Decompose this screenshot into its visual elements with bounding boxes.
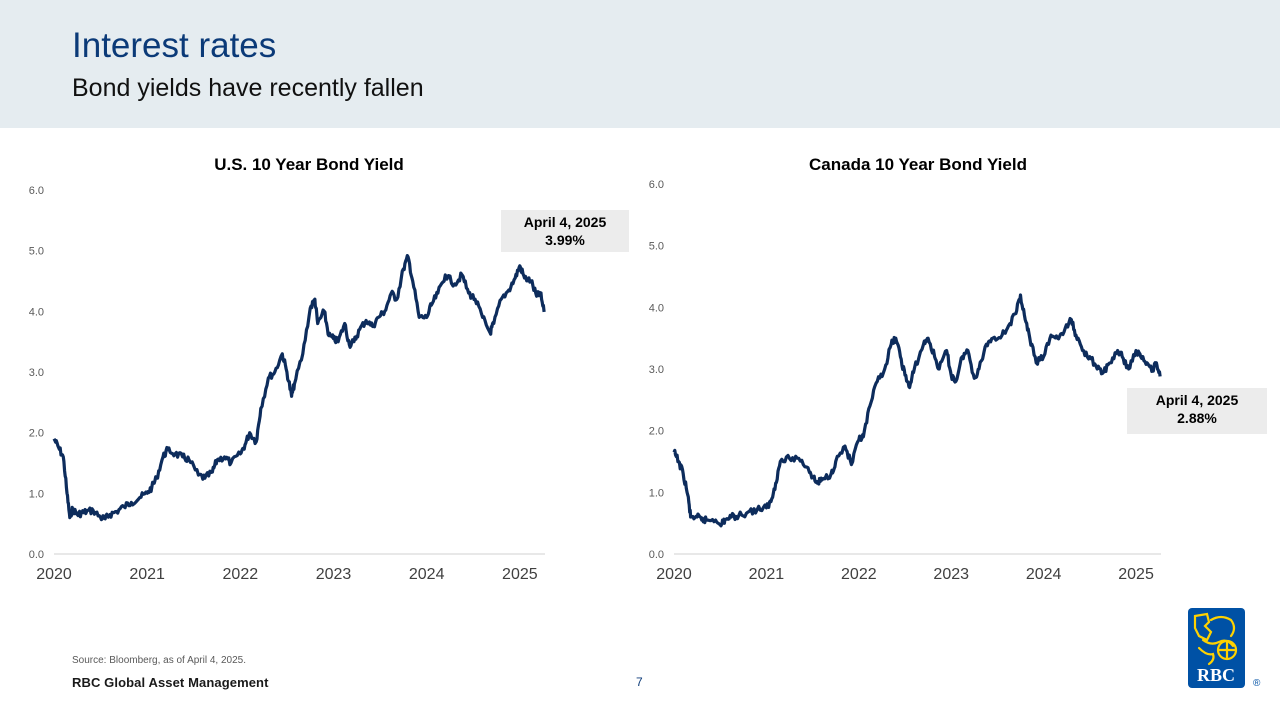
lion-icon <box>1193 612 1238 666</box>
series-line <box>52 254 546 522</box>
us-bond-yield-chart: U.S. 10 Year Bond Yield 0.0 1.0 2.0 3.0 4.0 5.… <box>0 150 640 595</box>
chart-title: Canada 10 Year Bond Yield <box>809 155 1027 174</box>
header-band: Interest rates Bond yields have recently… <box>0 0 1280 128</box>
callout-box: April 4, 2025 2.88% <box>1127 388 1267 434</box>
callout-date: April 4, 2025 <box>524 214 607 230</box>
page-number: 7 <box>636 675 643 689</box>
chart-title: U.S. 10 Year Bond Yield <box>214 155 404 174</box>
logo-registered-mark: ® <box>1253 678 1261 689</box>
x-tick-label: 2022 <box>223 566 259 583</box>
x-tick-label: 2025 <box>502 566 538 583</box>
y-tick-label: 3.0 <box>649 364 664 376</box>
x-tick-label: 2025 <box>1118 566 1154 583</box>
callout-date: April 4, 2025 <box>1156 392 1239 408</box>
series-line <box>672 293 1162 528</box>
x-tick-label: 2021 <box>749 566 785 583</box>
logo-shield <box>1188 608 1245 688</box>
y-tick-label: 6.0 <box>29 185 44 197</box>
y-tick-label: 5.0 <box>649 241 664 253</box>
rbc-logo: RBC ® <box>1185 606 1265 695</box>
brand-wordmark: RBC Global Asset Management <box>72 675 269 690</box>
x-tick-label: 2023 <box>316 566 352 583</box>
y-tick-label: 4.0 <box>29 306 44 318</box>
y-tick-label: 5.0 <box>29 246 44 258</box>
x-tick-label: 2024 <box>1026 566 1062 583</box>
y-tick-label: 4.0 <box>649 302 664 314</box>
y-tick-label: 0.0 <box>649 549 664 561</box>
y-tick-label: 0.0 <box>29 549 44 561</box>
x-tick-label: 2023 <box>933 566 969 583</box>
callout-value: 3.99% <box>545 232 585 248</box>
callout-background <box>501 210 629 252</box>
x-tick-label: 2022 <box>841 566 877 583</box>
logo-text: RBC <box>1197 665 1235 685</box>
y-tick-label: 3.0 <box>29 367 44 379</box>
callout-background <box>1127 388 1267 434</box>
x-tick-label: 2021 <box>129 566 165 583</box>
callout-box: April 4, 2025 3.99% <box>501 210 629 252</box>
callout-value: 2.88% <box>1177 410 1217 426</box>
x-tick-label: 2024 <box>409 566 445 583</box>
y-tick-label: 2.0 <box>29 428 44 440</box>
y-tick-label: 1.0 <box>649 487 664 499</box>
y-tick-label: 6.0 <box>649 179 664 191</box>
x-tick-label: 2020 <box>656 566 692 583</box>
chart-svg: Canada 10 Year Bond Yield 0.0 1.0 2.0 3.0 4.0… <box>649 155 1267 583</box>
page-title: Interest rates <box>72 26 277 65</box>
source-note: Source: Bloomberg, as of April 4, 2025. <box>72 655 246 666</box>
y-tick-label: 1.0 <box>29 488 44 500</box>
canada-bond-yield-chart: Canada 10 Year Bond Yield 0.0 1.0 2.0 3.0 4.0… <box>620 150 1267 595</box>
x-tick-label: 2020 <box>36 566 72 583</box>
page-subtitle: Bond yields have recently fallen <box>72 74 424 102</box>
y-tick-label: 2.0 <box>649 426 664 438</box>
chart-svg: U.S. 10 Year Bond Yield 0.0 1.0 2.0 3.0 4.0 5.… <box>29 155 629 583</box>
